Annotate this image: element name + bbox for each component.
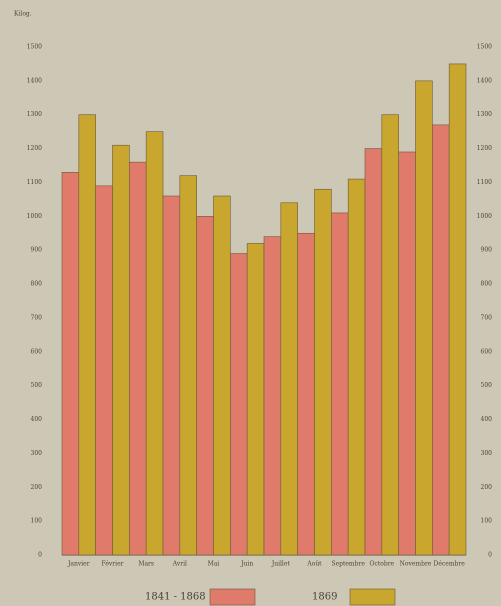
bar (263, 236, 282, 556)
y-tick-label-right: 400 (481, 416, 493, 423)
y-tick-label: 1100 (27, 179, 42, 186)
bar (398, 151, 416, 556)
y-tick-label-right: 0 (488, 552, 492, 559)
bar (213, 195, 231, 556)
bar (347, 178, 366, 556)
x-tick-label: Octobre (370, 561, 395, 568)
y-tick-label: 300 (31, 450, 43, 457)
y-tick-label-right: 1200 (477, 145, 492, 152)
bar (145, 131, 164, 556)
bar (78, 114, 96, 556)
bar (432, 124, 450, 556)
y-tick-label: 0 (38, 552, 42, 559)
bar (162, 195, 181, 556)
legend-swatch (209, 588, 256, 606)
x-tick-label: Février (102, 561, 124, 568)
y-tick-label: 400 (31, 416, 43, 423)
bar (230, 253, 248, 556)
y-tick-label: 800 (31, 281, 43, 288)
bar (297, 232, 315, 556)
y-tick-label-right: 700 (481, 314, 493, 321)
y-tick-label: 200 (31, 484, 43, 491)
y-tick-label: 1400 (27, 77, 42, 84)
bar (415, 80, 433, 556)
y-tick-label: 500 (31, 382, 43, 389)
y-tick-label: 900 (31, 247, 43, 254)
y-tick-label-right: 600 (481, 348, 493, 355)
bar (246, 243, 265, 556)
legend-label: 1869 (312, 592, 337, 603)
bar (331, 212, 349, 556)
x-tick-label: Mars (138, 561, 154, 568)
y-tick-label-right: 900 (481, 247, 493, 254)
bar (129, 161, 147, 556)
y-tick-label-right: 800 (481, 281, 493, 288)
y-tick-label: 1500 (27, 44, 42, 51)
y-tick-label-right: 1400 (477, 77, 492, 84)
x-tick-label: Septembre (331, 561, 365, 568)
x-tick-label: Août (306, 561, 322, 568)
bar (448, 63, 467, 556)
x-tick-label: Janvier (67, 561, 90, 568)
x-tick-label: Mai (208, 561, 220, 568)
bar (95, 185, 113, 556)
y-axis-label: Kilog. (14, 11, 32, 18)
y-tick-label-right: 500 (481, 382, 493, 389)
legend-swatch (349, 588, 396, 606)
bar (61, 172, 80, 556)
x-tick-label: Juin (240, 561, 253, 568)
bar (112, 144, 130, 556)
y-tick-label-right: 1000 (477, 213, 492, 220)
bar (280, 202, 298, 556)
bar (179, 175, 197, 556)
y-tick-label: 100 (31, 518, 43, 525)
y-tick-label: 700 (31, 314, 43, 321)
y-tick-label-right: 1500 (477, 44, 492, 51)
bar (364, 148, 383, 556)
y-tick-label-right: 100 (481, 518, 493, 525)
bar (381, 114, 399, 556)
y-tick-label: 600 (31, 348, 43, 355)
bar (196, 216, 214, 556)
y-tick-label: 1300 (27, 111, 42, 118)
x-tick-label: Novembre (400, 561, 432, 568)
y-tick-label-right: 1300 (477, 111, 492, 118)
y-tick-label-right: 200 (481, 484, 493, 491)
y-tick-label: 1000 (27, 213, 42, 220)
x-tick-label: Juillet (271, 561, 291, 568)
legend-label: 1841 - 1868 (145, 592, 206, 603)
y-tick-label-right: 300 (481, 450, 493, 457)
bar (314, 188, 332, 556)
x-tick-label: Avril (172, 561, 187, 568)
y-tick-label: 1200 (27, 145, 42, 152)
y-tick-label-right: 1100 (477, 179, 492, 186)
x-tick-label: Décembre (434, 561, 466, 568)
